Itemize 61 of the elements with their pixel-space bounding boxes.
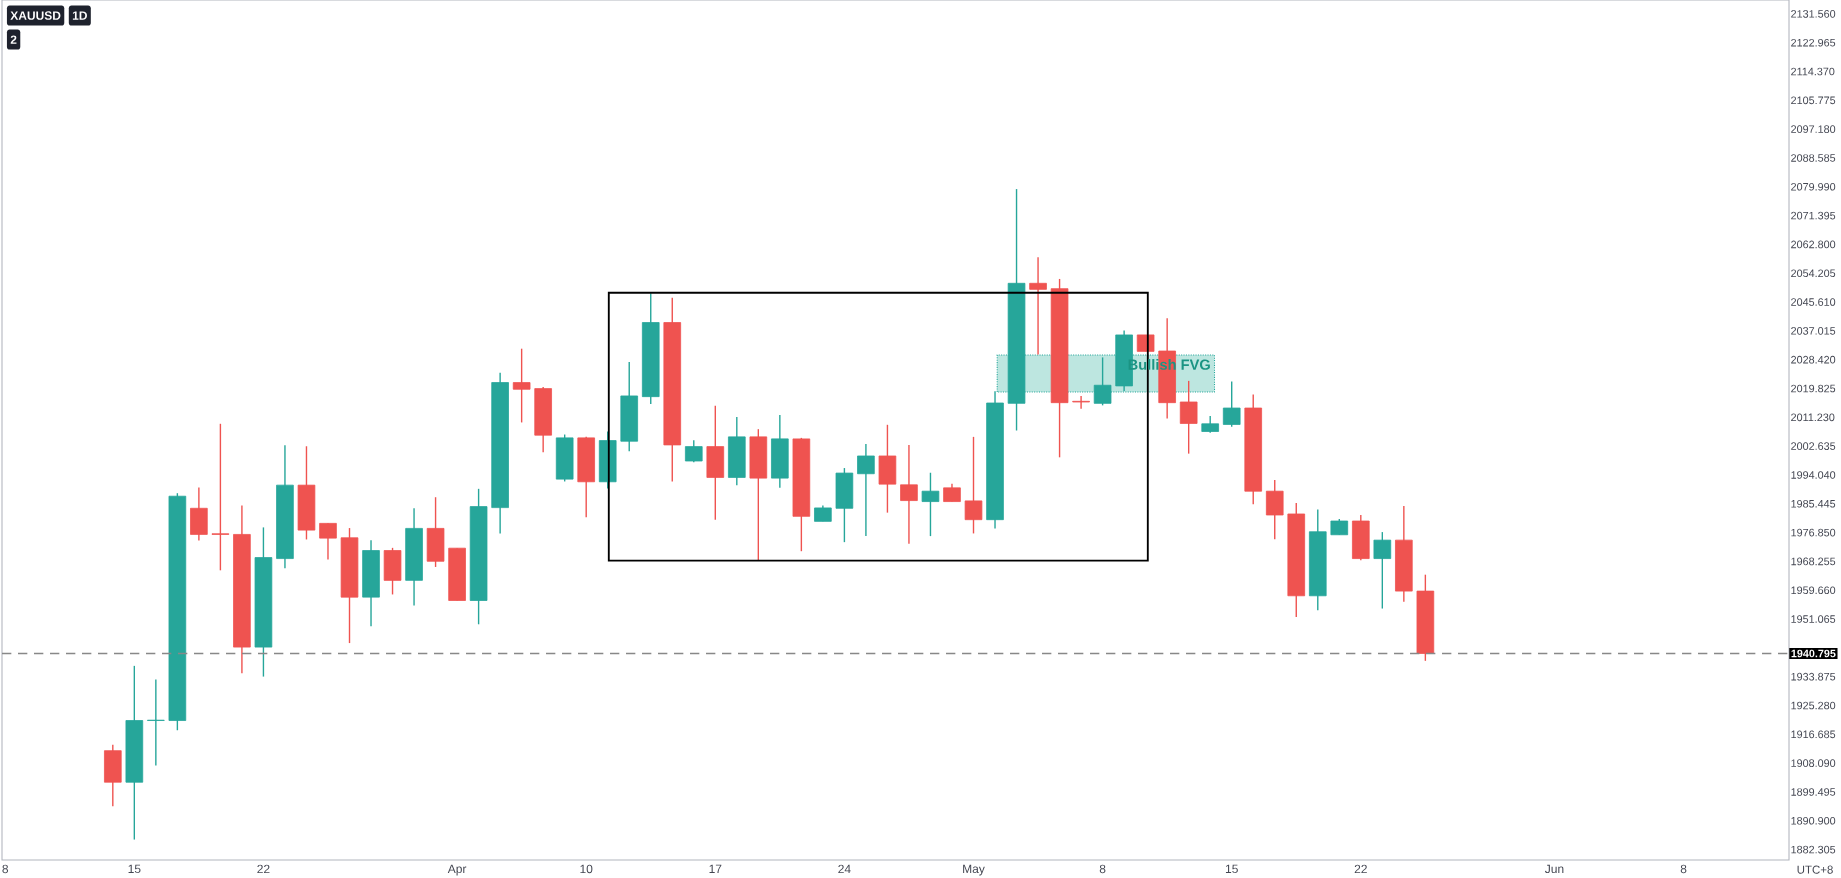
x-tick-label: 22: [257, 864, 270, 874]
y-tick-label: 2037.015: [1791, 327, 1836, 335]
x-tick-label: 17: [709, 864, 722, 873]
y-tick-label: 1925.280: [1791, 701, 1836, 710]
x-tick-label: 15: [1225, 864, 1238, 874]
y-tick-label: 1933.875: [1791, 672, 1836, 681]
candlestick: [900, 444, 918, 545]
y-tick-label: 2054.205: [1791, 269, 1836, 278]
candlestick: [147, 678, 165, 767]
y-tick-label: 1890.900: [1791, 816, 1836, 825]
x-tick-label: 8: [1099, 864, 1106, 874]
x-tick-label: Jun: [1544, 864, 1564, 874]
candlestick: [1072, 395, 1090, 410]
y-tick-label: 1951.065: [1791, 615, 1836, 623]
candlestick: [1029, 256, 1047, 356]
y-tick-label: 2122.965: [1791, 38, 1836, 47]
y-tick-label: 1882.305: [1791, 845, 1836, 854]
y-tick-label: 2131.560: [1791, 10, 1836, 18]
y-tick-label: 2019.825: [1791, 384, 1836, 393]
y-tick-label: 1916.685: [1791, 730, 1836, 739]
x-tick-label: 8: [2, 864, 9, 874]
candlestick: [211, 423, 230, 572]
x-tick-label: 8: [1680, 864, 1687, 874]
x-tick-label: May: [963, 864, 985, 876]
y-tick-label: 2071.395: [1791, 211, 1836, 220]
text: 1D: [72, 11, 87, 20]
y-tick-label: 1985.445: [1791, 499, 1836, 508]
y-tick-label: 2105.775: [1791, 96, 1836, 105]
y-tick-label: 2097.180: [1791, 125, 1836, 133]
x-tick-label: Apr: [447, 864, 467, 876]
y-tick-label: 2079.990: [1791, 182, 1836, 191]
y-tick-label: 1959.660: [1791, 586, 1836, 595]
y-tick-label: 1976.850: [1791, 528, 1836, 537]
text: UTC+8: [1797, 865, 1833, 874]
y-tick-label: 1899.495: [1791, 788, 1836, 796]
y-tick-label: 2045.610: [1791, 298, 1836, 306]
y-tick-label: 2011.230: [1791, 413, 1835, 422]
y-tick-label: 2002.635: [1791, 442, 1836, 450]
y-tick-label: 2088.585: [1791, 154, 1836, 162]
x-tick-label: 10: [580, 864, 593, 874]
x-tick-label: 22: [1354, 864, 1367, 874]
candlestick: [964, 436, 983, 535]
x-tick-label: 24: [838, 864, 851, 874]
candlestick: [319, 522, 337, 561]
text: XAUUSD: [10, 11, 61, 20]
candlestick: [1265, 479, 1284, 540]
candlestick: [1179, 380, 1198, 455]
y-tick-label: 1994.040: [1791, 471, 1836, 479]
candlestick: [921, 472, 940, 537]
candlestick: [857, 443, 875, 537]
x-tick-label: 15: [128, 864, 141, 874]
y-tick-label: 2114.370: [1791, 67, 1835, 76]
candlestick: [1222, 380, 1241, 428]
ref-line-label: 1940.795: [1791, 649, 1836, 658]
y-tick-label: 1968.255: [1791, 557, 1836, 566]
annotation: 2: [10, 35, 17, 44]
y-tick-label: 2062.800: [1791, 240, 1836, 249]
candlestick: [1373, 531, 1392, 610]
candlestick: [512, 347, 531, 424]
y-tick-label: 1908.090: [1791, 759, 1836, 767]
y-tick-label: 2028.420: [1791, 355, 1836, 364]
